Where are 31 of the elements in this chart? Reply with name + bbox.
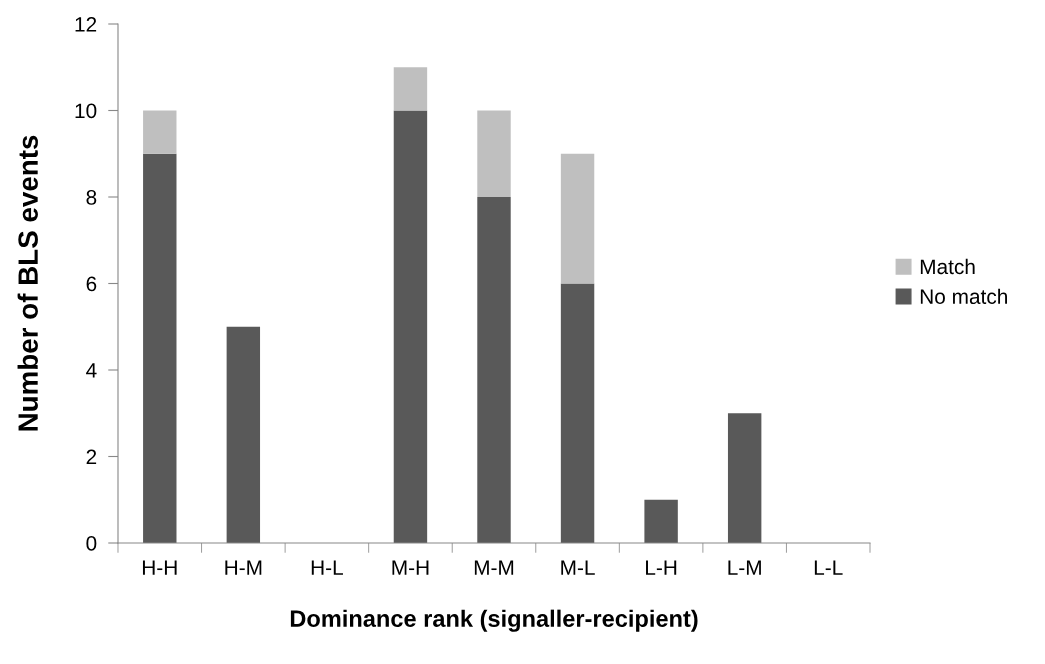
bar [477,110,511,197]
y-tick-label: 0 [86,536,97,551]
y-tick-label: 8 [86,190,97,205]
x-tick-label: L-H [646,560,677,575]
bar [477,197,511,543]
bar [393,67,428,111]
bar [727,413,762,543]
x-tick-label: L-L [814,560,843,575]
x-tick-label: H-H [142,560,177,575]
x-tick-label: M-M [474,560,514,575]
y-tick-label: 10 [75,103,97,119]
y-tick-label: 4 [86,363,97,378]
x-tick-label: H-L [311,560,343,575]
y-tick-label: 2 [86,449,97,465]
bar [560,283,595,543]
bar [143,153,177,543]
y-axis-title: Number of BLS events [17,135,38,431]
x-tick-label: M-H [392,560,429,575]
legend-label: No match [920,288,1007,305]
x-tick-label: H-M [225,560,262,575]
x-tick-label: M-L [561,560,595,575]
bar [143,110,177,154]
bar [393,110,428,543]
x-tick-label: L-M [728,560,761,575]
y-tick-label: 6 [86,276,97,292]
legend-label: Match [920,258,975,275]
x-axis-title: Dominance rank (signaller-recipient) [290,609,698,632]
bar [226,326,261,543]
bar [560,153,595,284]
bar [644,499,678,543]
y-tick-label: 12 [75,17,97,32]
